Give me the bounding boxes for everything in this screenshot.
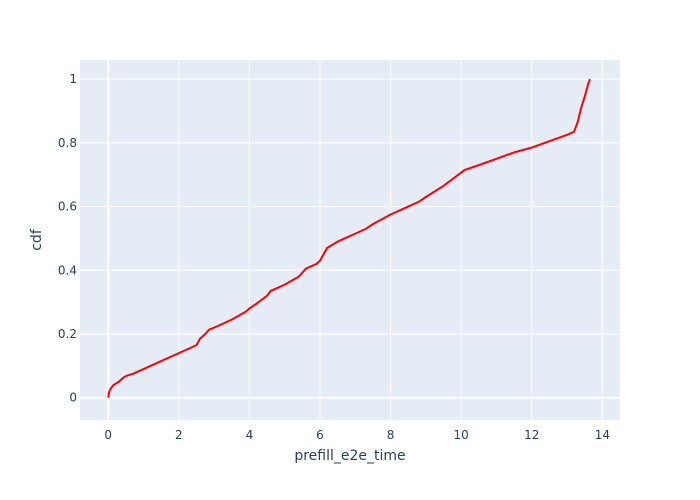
x-axis-ticks: 0 2 4 6 8 10 12 14 [104, 428, 610, 442]
y-axis-ticks: 0 0.2 0.4 0.6 0.8 1 [58, 72, 77, 405]
cdf-line [107, 78, 591, 398]
x-tick-label: 10 [454, 428, 469, 442]
y-tick-label: 0 [69, 391, 77, 405]
y-axis-title: cdf [29, 228, 45, 251]
y-tick-label: 0.4 [58, 263, 77, 277]
y-tick-label: 1 [69, 72, 77, 86]
grid-lines [80, 60, 620, 420]
x-tick-label: 14 [595, 428, 610, 442]
x-tick-label: 6 [316, 428, 324, 442]
y-tick-label: 0.6 [58, 200, 77, 214]
plot-background [80, 60, 620, 420]
x-tick-label: 2 [175, 428, 183, 442]
series-layer [107, 78, 591, 398]
x-tick-label: 4 [246, 428, 254, 442]
x-axis-title: prefill_e2e_time [294, 448, 405, 464]
x-tick-label: 0 [104, 428, 112, 442]
x-tick-label: 12 [524, 428, 539, 442]
y-tick-label: 0.8 [58, 136, 77, 150]
x-tick-label: 8 [387, 428, 395, 442]
y-tick-label: 0.2 [58, 327, 77, 341]
